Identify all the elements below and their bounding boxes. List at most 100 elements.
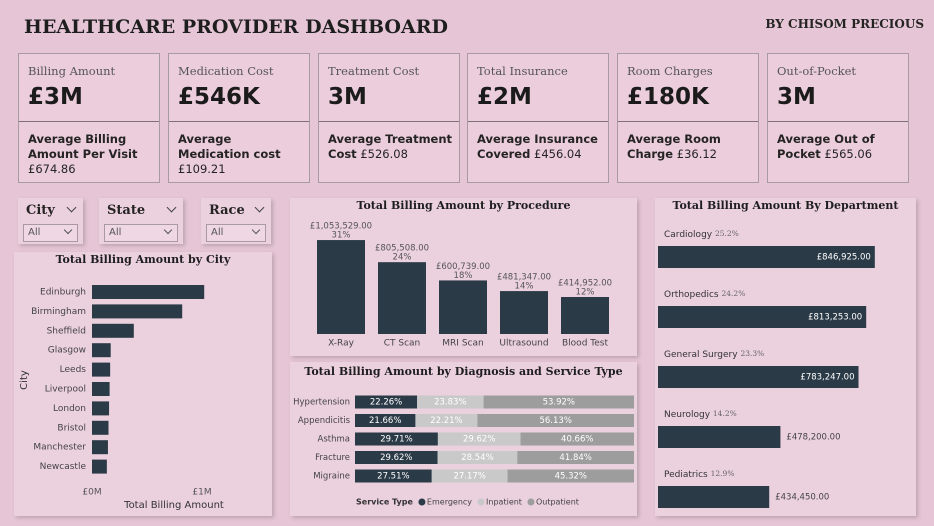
category-name: Neurology (664, 410, 711, 420)
category-label: General Surgery 23.3% (664, 349, 764, 360)
y-tick-label: Manchester (33, 443, 86, 453)
y-tick-label: London (53, 404, 86, 414)
bar-segment (517, 451, 634, 464)
legend-label: Inpatient (486, 498, 522, 507)
bar-segment (477, 414, 634, 427)
chart-panel: Total Billing Amount By Department Cardio… (655, 198, 916, 516)
kpi-divider (768, 121, 908, 122)
x-tick-label: CT Scan (384, 339, 421, 349)
bar (317, 240, 365, 334)
kpi-label: Medication Cost (178, 64, 274, 78)
kpi-card: Medication Cost £546K Average Medication c… (168, 53, 310, 183)
kpi-divider (618, 121, 758, 122)
kpi-label: Out-of-Pocket (777, 64, 857, 78)
bar-segment (437, 451, 518, 464)
kpi-divider (319, 121, 459, 122)
filter-dropdown[interactable]: All (104, 224, 178, 242)
kpi-sub-value: £565.06 (824, 147, 873, 161)
filter-dropdown[interactable]: All (23, 224, 78, 242)
bar (92, 304, 183, 319)
y-axis-label: City (19, 370, 30, 390)
y-tick-label: Edinburgh (40, 288, 86, 298)
bar-segment (415, 414, 478, 427)
data-label: £434,450.00 (775, 493, 829, 503)
filter-chevron (66, 202, 77, 213)
kpi-sub-label: Average Out of Pocket (777, 132, 875, 161)
y-tick-label: Glasgow (48, 346, 86, 356)
filter-slicer[interactable]: State All (99, 198, 183, 244)
dropdown-arrow (163, 225, 173, 235)
share-label: 23.3% (740, 349, 764, 358)
bar (658, 426, 781, 448)
filter-slicer[interactable]: Race All (201, 198, 271, 244)
category-name: General Surgery (664, 350, 738, 360)
bar-segment (355, 395, 418, 409)
y-tick-label: Hypertension (293, 398, 350, 408)
kpi-sub-value: £674.86 (28, 162, 76, 176)
kpi-value: £180K (627, 84, 709, 110)
data-label: £846,925.00 (817, 253, 871, 263)
x-tick-label: Blood Test (562, 339, 608, 349)
legend-swatch (477, 498, 485, 506)
bar-segment (483, 395, 635, 409)
legend-title: Service Type (356, 498, 413, 507)
chart-panel: Total Billing Amount by Procedure £1,053,… (290, 198, 637, 356)
data-label: 23.83% (434, 398, 466, 408)
bar (92, 285, 205, 299)
share-label: 25.2% (715, 229, 739, 238)
y-tick-label: Migraine (313, 472, 350, 482)
y-tick-label: Appendicitis (298, 416, 351, 426)
bar-segment (355, 414, 416, 427)
dashboard-title: HEALTHCARE PROVIDER DASHBOARD (24, 16, 448, 38)
bar (92, 362, 111, 377)
data-label: £805,508.00 (375, 244, 429, 254)
chart-title: Total Billing Amount by City (56, 253, 231, 266)
chart-title: Total Billing Amount by Diagnosis and Se… (304, 365, 622, 378)
share-label: 14% (515, 282, 534, 292)
data-label: 27.17% (453, 472, 485, 482)
data-label: 29.62% (380, 453, 412, 463)
kpi-sub: Average Insurance Covered £456.04 (477, 132, 605, 162)
bar (500, 291, 548, 334)
author: BY CHISOM PRECIOUS (765, 17, 924, 31)
filter-value: All (28, 227, 41, 238)
y-tick-label: Newcastle (40, 462, 87, 472)
bar-segment (355, 432, 438, 446)
kpi-sub: Average Billing Amount Per Visit £674.86 (28, 132, 156, 177)
bar-segment (437, 432, 521, 446)
bar (92, 401, 110, 416)
kpi-label: Treatment Cost (328, 64, 420, 78)
filter-dropdown[interactable]: All (206, 224, 266, 242)
chart-title: Total Billing Amount By Department (673, 199, 900, 212)
kpi-sub-value: £109.21 (178, 162, 226, 176)
data-label: 29.71% (380, 435, 412, 445)
dropdown-arrow (251, 225, 261, 235)
kpi-value: £546K (178, 84, 260, 110)
bar-segment (431, 469, 508, 483)
category-label: Neurology 14.2% (664, 409, 737, 420)
bar (92, 343, 111, 358)
kpi-divider (468, 121, 608, 122)
data-label: 56.13% (539, 416, 571, 426)
kpi-sub-label: Average Insurance Covered (477, 132, 598, 161)
kpi-card: Room Charges £180K Average Room Charge £36… (617, 53, 759, 183)
data-label: 40.66% (561, 435, 593, 445)
y-tick-label: Sheffield (47, 326, 86, 336)
bar (658, 486, 770, 508)
filter-slicer[interactable]: City All (18, 198, 83, 244)
bar (92, 420, 109, 435)
share-label: 14.2% (713, 409, 737, 418)
data-label: 21.66% (369, 416, 401, 426)
kpi-divider (19, 121, 159, 122)
kpi-label: Total Insurance (477, 64, 568, 78)
kpi-card: Out-of-Pocket 3M Average Out of Pocket £56… (767, 53, 909, 183)
data-label: 28.54% (461, 453, 493, 463)
data-label: 22.21% (430, 416, 462, 426)
legend-swatch (527, 498, 535, 506)
data-label: 22.26% (370, 398, 402, 408)
filter-chevron (254, 202, 265, 213)
kpi-sub-value: £526.08 (360, 147, 408, 161)
bar-segment (355, 451, 438, 464)
chart-panel: Total Billing Amount by Diagnosis and Se… (290, 362, 637, 516)
kpi-card: Treatment Cost 3M Average Treatment Cost £… (318, 53, 460, 183)
